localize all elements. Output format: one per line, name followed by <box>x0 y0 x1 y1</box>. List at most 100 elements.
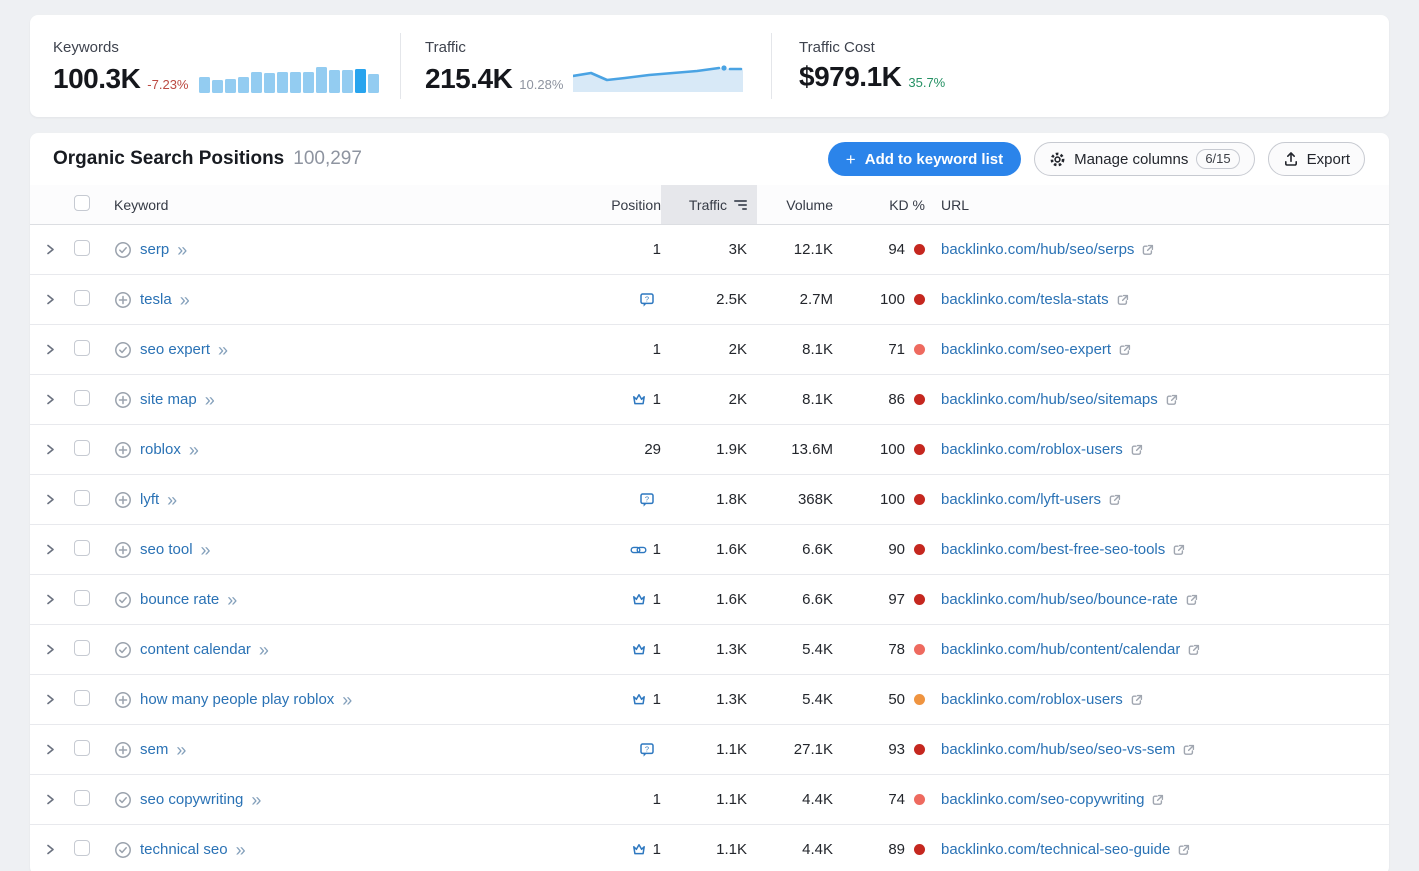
expand-row-button[interactable] <box>46 743 74 756</box>
url-link[interactable]: backlinko.com/hub/seo/serps <box>941 241 1134 258</box>
keyword-overview-arrows-icon[interactable]: » <box>342 695 352 705</box>
external-link-icon[interactable] <box>1151 793 1165 807</box>
traffic-value: 1.6K <box>661 591 757 608</box>
column-header-kd[interactable]: KD % <box>833 197 925 213</box>
expand-row-button[interactable] <box>46 693 74 706</box>
keyword-overview-arrows-icon[interactable]: » <box>227 595 237 605</box>
keyword-link[interactable]: seo expert <box>140 341 210 358</box>
expand-row-button[interactable] <box>46 243 74 256</box>
external-link-icon[interactable] <box>1130 693 1144 707</box>
keyword-link[interactable]: tesla <box>140 291 172 308</box>
keyword-overview-arrows-icon[interactable]: » <box>236 845 246 855</box>
external-link-icon[interactable] <box>1118 343 1132 357</box>
external-link-icon[interactable] <box>1108 493 1122 507</box>
url-link[interactable]: backlinko.com/technical-seo-guide <box>941 841 1170 858</box>
external-link-icon[interactable] <box>1116 293 1130 307</box>
external-link-icon[interactable] <box>1177 843 1191 857</box>
expand-row-button[interactable] <box>46 643 74 656</box>
column-header-position[interactable]: Position <box>590 197 661 213</box>
keyword-link[interactable]: seo copywriting <box>140 791 243 808</box>
keyword-overview-arrows-icon[interactable]: » <box>205 395 215 405</box>
manage-columns-label: Manage columns <box>1074 151 1188 168</box>
expand-row-button[interactable] <box>46 543 74 556</box>
external-link-icon[interactable] <box>1130 443 1144 457</box>
keyword-link[interactable]: lyft <box>140 491 159 508</box>
expand-row-button[interactable] <box>46 493 74 506</box>
row-checkbox[interactable] <box>74 540 90 556</box>
expand-row-button[interactable] <box>46 793 74 806</box>
external-link-icon[interactable] <box>1141 243 1155 257</box>
keyword-overview-arrows-icon[interactable]: » <box>259 645 269 655</box>
row-checkbox[interactable] <box>74 740 90 756</box>
row-checkbox[interactable] <box>74 340 90 356</box>
expand-row-button[interactable] <box>46 443 74 456</box>
expand-row-button[interactable] <box>46 293 74 306</box>
column-header-traffic[interactable]: Traffic <box>661 185 757 224</box>
column-header-keyword[interactable]: Keyword <box>114 197 590 213</box>
traffic-change: 10.28% <box>519 77 563 92</box>
keyword-overview-arrows-icon[interactable]: » <box>180 295 190 305</box>
row-checkbox[interactable] <box>74 290 90 306</box>
url-link[interactable]: backlinko.com/lyft-users <box>941 491 1101 508</box>
keyword-overview-arrows-icon[interactable]: » <box>176 745 186 755</box>
keyword-link[interactable]: sem <box>140 741 168 758</box>
url-link[interactable]: backlinko.com/roblox-users <box>941 691 1123 708</box>
url-link[interactable]: backlinko.com/seo-expert <box>941 341 1111 358</box>
external-link-icon[interactable] <box>1172 543 1186 557</box>
keyword-link[interactable]: seo tool <box>140 541 193 558</box>
column-header-volume[interactable]: Volume <box>757 197 833 213</box>
keyword-overview-arrows-icon[interactable]: » <box>251 795 261 805</box>
url-link[interactable]: backlinko.com/seo-copywriting <box>941 791 1144 808</box>
expand-row-button[interactable] <box>46 343 74 356</box>
expand-row-button[interactable] <box>46 843 74 856</box>
select-all-checkbox[interactable] <box>74 195 90 211</box>
export-button[interactable]: Export <box>1268 142 1365 176</box>
table-row: tesla » ? 2.5K 2.7M 100 backlinko.com/te… <box>30 275 1389 325</box>
row-checkbox[interactable] <box>74 390 90 406</box>
url-link[interactable]: backlinko.com/hub/seo/sitemaps <box>941 391 1158 408</box>
external-link-icon[interactable] <box>1165 393 1179 407</box>
row-checkbox[interactable] <box>74 240 90 256</box>
add-to-keyword-list-button[interactable]: + Add to keyword list <box>828 142 1021 176</box>
row-checkbox[interactable] <box>74 640 90 656</box>
external-link-icon[interactable] <box>1182 743 1196 757</box>
section-title: Organic Search Positions <box>53 148 284 170</box>
row-checkbox[interactable] <box>74 590 90 606</box>
keyword-overview-arrows-icon[interactable]: » <box>177 245 187 255</box>
manage-columns-button[interactable]: Manage columns 6/15 <box>1034 142 1255 176</box>
row-checkbox[interactable] <box>74 490 90 506</box>
url-link[interactable]: backlinko.com/hub/seo/bounce-rate <box>941 591 1178 608</box>
traffic-value: 2.5K <box>661 291 757 308</box>
url-link[interactable]: backlinko.com/best-free-seo-tools <box>941 541 1165 558</box>
keyword-link[interactable]: how many people play roblox <box>140 691 334 708</box>
keyword-overview-arrows-icon[interactable]: » <box>167 495 177 505</box>
url-link[interactable]: backlinko.com/roblox-users <box>941 441 1123 458</box>
expand-row-button[interactable] <box>46 593 74 606</box>
row-checkbox[interactable] <box>74 440 90 456</box>
keyword-overview-arrows-icon[interactable]: » <box>201 545 211 555</box>
keyword-overview-arrows-icon[interactable]: » <box>218 345 228 355</box>
keyword-link[interactable]: serp <box>140 241 169 258</box>
keyword-link[interactable]: site map <box>140 391 197 408</box>
position-value: 1 <box>653 241 661 258</box>
volume-value: 5.4K <box>757 641 833 658</box>
row-checkbox[interactable] <box>74 790 90 806</box>
chevron-right-icon <box>46 843 55 856</box>
keyword-overview-arrows-icon[interactable]: » <box>189 445 199 455</box>
chevron-right-icon <box>46 393 55 406</box>
keyword-link[interactable]: roblox <box>140 441 181 458</box>
external-link-icon[interactable] <box>1185 593 1199 607</box>
row-checkbox[interactable] <box>74 690 90 706</box>
keyword-link[interactable]: technical seo <box>140 841 228 858</box>
url-link[interactable]: backlinko.com/hub/content/calendar <box>941 641 1180 658</box>
expand-row-button[interactable] <box>46 393 74 406</box>
row-checkbox[interactable] <box>74 840 90 856</box>
keyword-link[interactable]: bounce rate <box>140 591 219 608</box>
traffic-cost-value: $979.1K <box>799 63 901 91</box>
chevron-right-icon <box>46 543 55 556</box>
column-header-url[interactable]: URL <box>925 197 1373 213</box>
url-link[interactable]: backlinko.com/hub/seo/seo-vs-sem <box>941 741 1175 758</box>
keyword-link[interactable]: content calendar <box>140 641 251 658</box>
external-link-icon[interactable] <box>1187 643 1201 657</box>
url-link[interactable]: backlinko.com/tesla-stats <box>941 291 1109 308</box>
